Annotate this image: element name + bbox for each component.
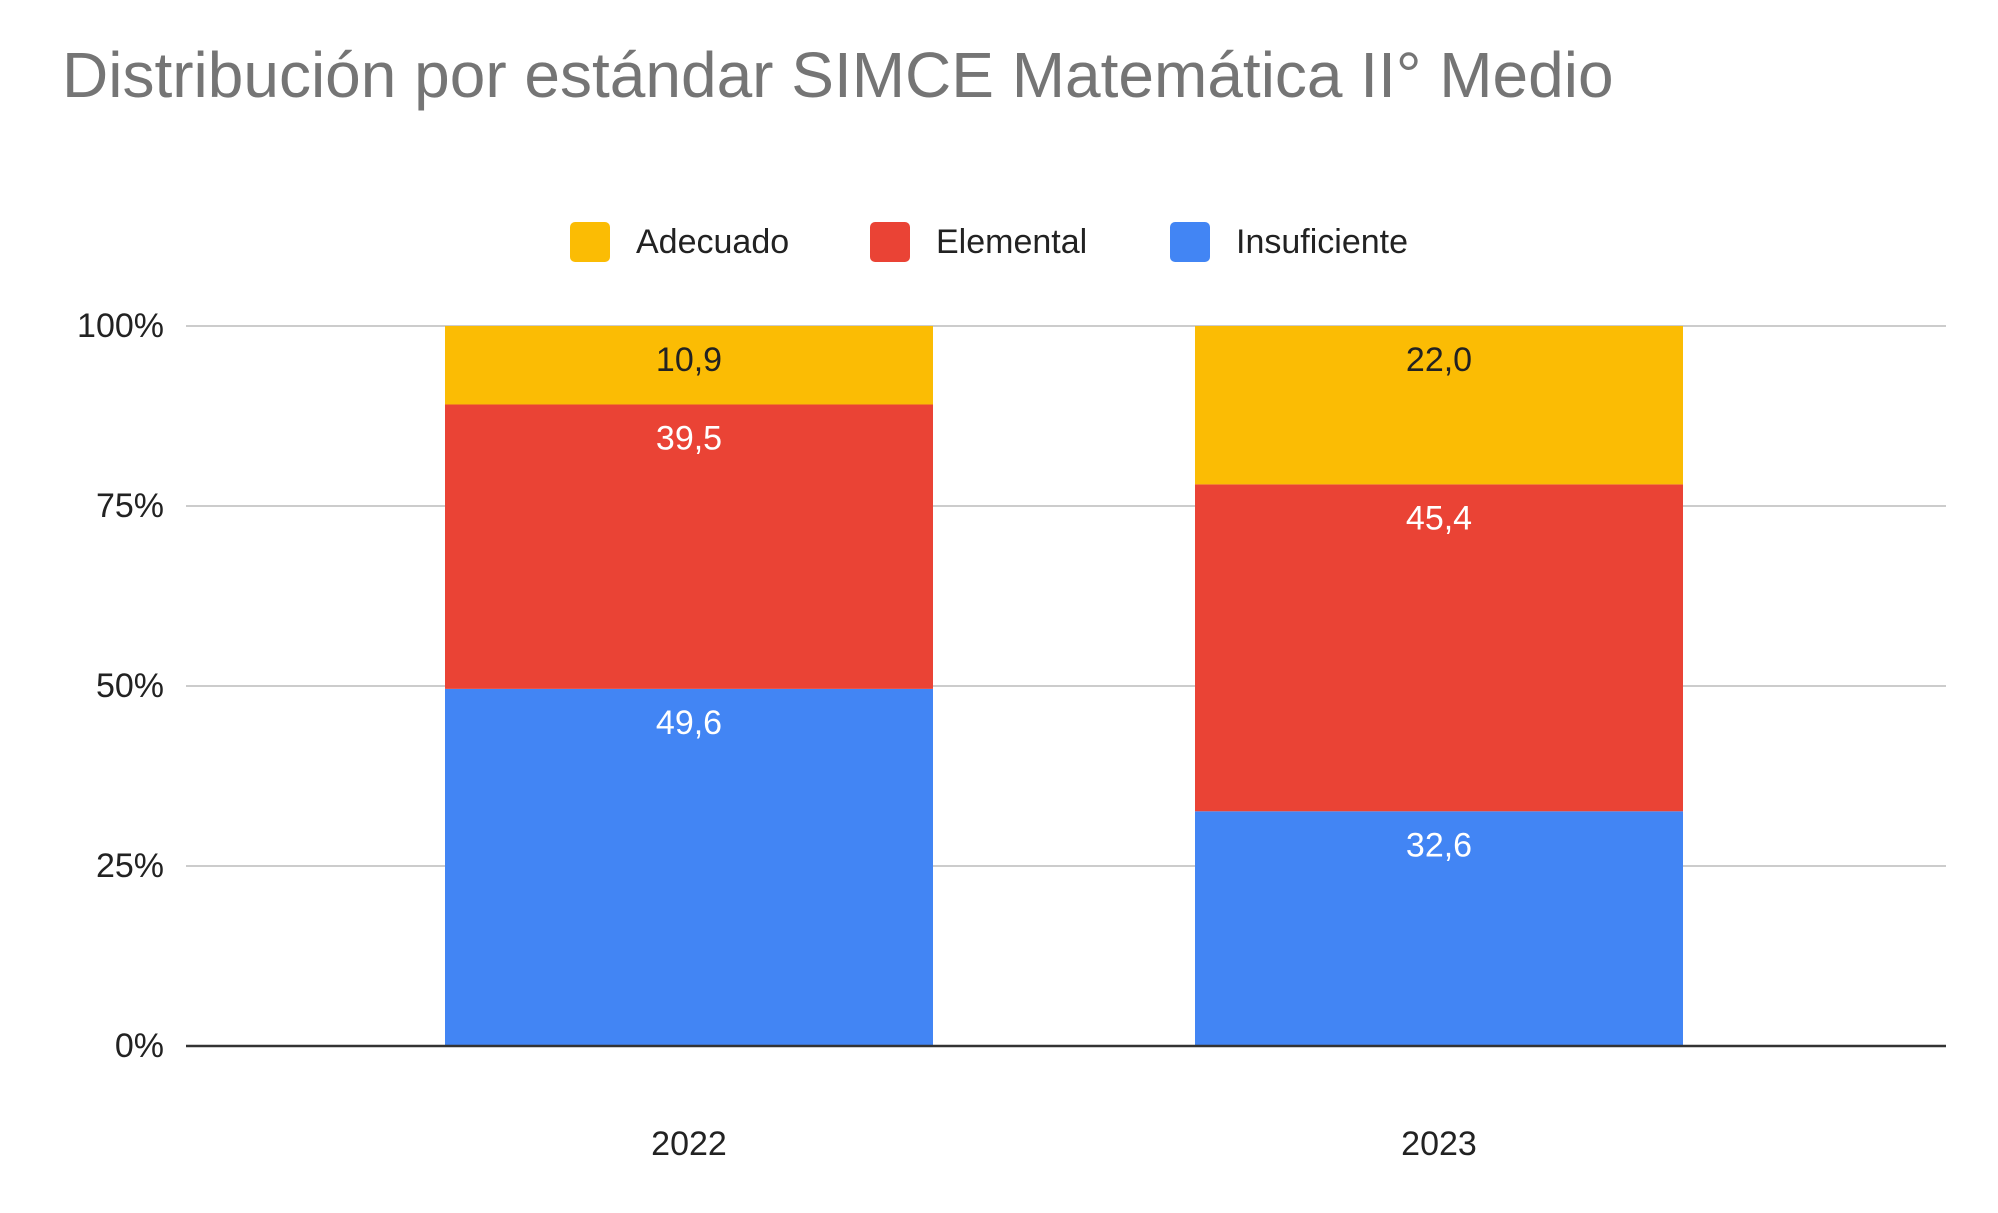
- bar-segment-adecuado: [1195, 326, 1683, 485]
- bar-segment-insuficiente: [1195, 811, 1683, 1046]
- x-tick-label: 2022: [651, 1125, 727, 1163]
- legend-swatch-insuficiente: [1170, 222, 1210, 262]
- y-tick-label: 100%: [77, 307, 164, 345]
- y-tick-label: 75%: [96, 487, 164, 525]
- data-label: 49,6: [656, 704, 722, 742]
- data-label: 39,5: [656, 419, 722, 457]
- chart-title: Distribución por estándar SIMCE Matemáti…: [62, 39, 1614, 111]
- legend-swatch-elemental: [870, 222, 910, 262]
- legend-swatch-adecuado: [570, 222, 610, 262]
- bar-segment-insuficiente: [445, 688, 933, 1046]
- data-label: 32,6: [1406, 826, 1472, 864]
- legend-label: Insuficiente: [1236, 223, 1408, 261]
- data-label: 45,4: [1406, 499, 1472, 537]
- bar-segment-elemental: [1195, 484, 1683, 812]
- legend-label: Elemental: [936, 223, 1087, 261]
- x-tick-label: 2023: [1401, 1125, 1477, 1163]
- data-label: 10,9: [656, 341, 722, 379]
- legend-label: Adecuado: [636, 223, 789, 261]
- y-tick-label: 25%: [96, 847, 164, 885]
- y-tick-label: 50%: [96, 667, 164, 705]
- data-label: 22,0: [1406, 341, 1472, 379]
- bar-segment-elemental: [445, 404, 933, 689]
- bar-segment-adecuado: [445, 326, 933, 405]
- y-tick-label: 0%: [115, 1027, 164, 1065]
